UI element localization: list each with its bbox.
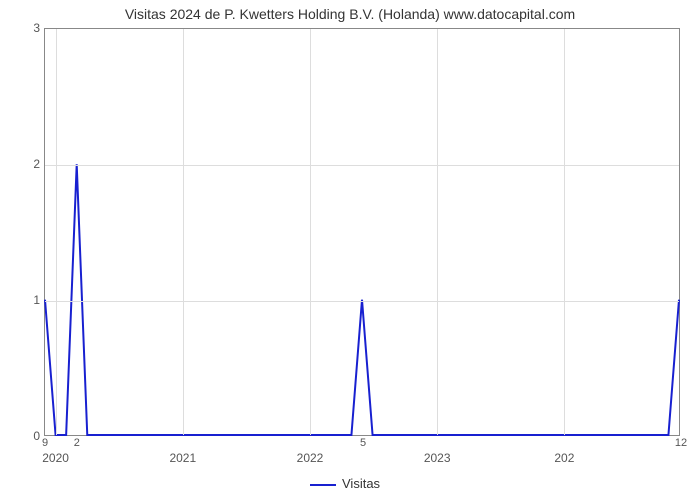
ytick-label: 0 (10, 429, 40, 443)
xtick-label: 2022 (297, 451, 324, 465)
grid-line-v (183, 29, 184, 435)
grid-line-v (56, 29, 57, 435)
xsubtick-label: 9 (42, 437, 48, 449)
xtick-label: 2023 (424, 451, 451, 465)
legend: Visitas (310, 476, 380, 491)
grid-line-h (45, 301, 679, 302)
grid-line-v (564, 29, 565, 435)
series-line (45, 164, 679, 435)
data-line (45, 29, 679, 435)
grid-line-h (45, 165, 679, 166)
ytick-label: 1 (10, 293, 40, 307)
xtick-label: 2020 (42, 451, 69, 465)
line-chart: Visitas 2024 de P. Kwetters Holding B.V.… (0, 0, 700, 500)
plot-area: 202020212022202320292512 (44, 28, 680, 436)
xsubtick-label: 5 (360, 437, 366, 449)
grid-line-v (437, 29, 438, 435)
xtick-label: 202 (554, 451, 574, 465)
xtick-label: 2021 (169, 451, 196, 465)
xsubtick-label: 12 (675, 437, 687, 449)
ytick-label: 2 (10, 157, 40, 171)
xsubtick-label: 2 (74, 437, 80, 449)
legend-swatch (310, 484, 336, 486)
grid-line-v (310, 29, 311, 435)
chart-title: Visitas 2024 de P. Kwetters Holding B.V.… (0, 6, 700, 22)
legend-label: Visitas (342, 476, 380, 491)
ytick-label: 3 (10, 21, 40, 35)
